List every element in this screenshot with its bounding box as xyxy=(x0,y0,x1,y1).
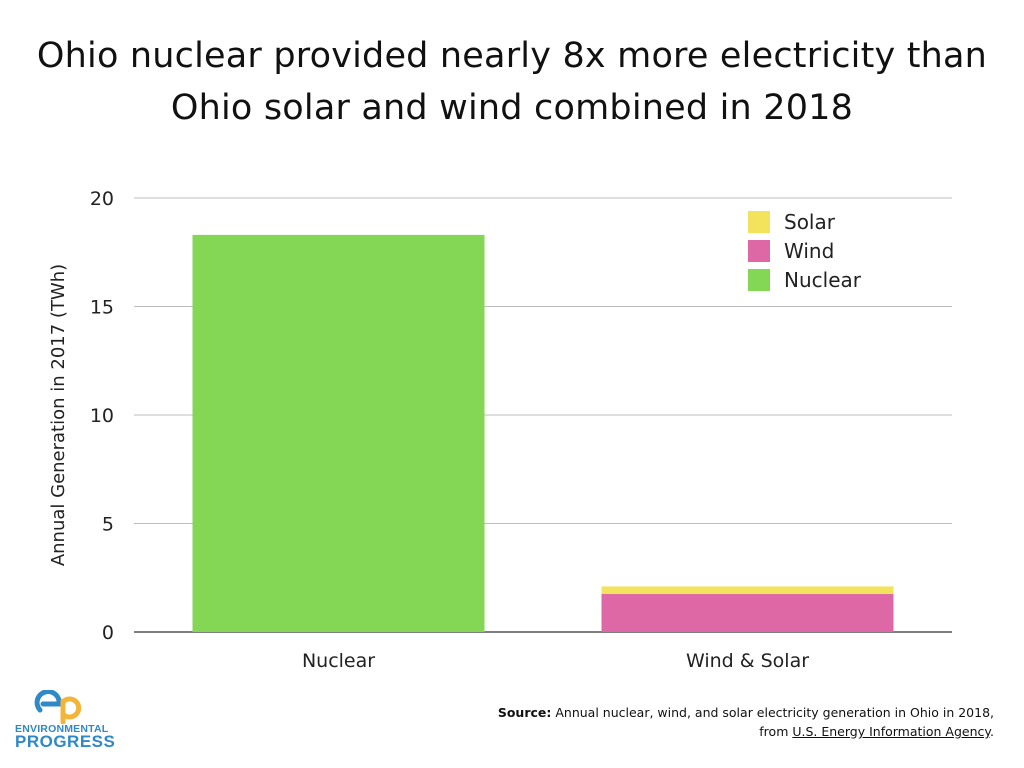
ep-logo-icon xyxy=(34,690,82,724)
bar-wind-1 xyxy=(601,594,894,632)
legend-swatch-solar xyxy=(748,211,770,233)
y-tick-label-15: 15 xyxy=(90,297,114,319)
logo-word-environmental: ENVIRONMENTAL xyxy=(15,723,109,735)
y-tick-label-10: 10 xyxy=(90,405,114,427)
environmental-progress-logo: ENVIRONMENTAL PROGRESS xyxy=(15,690,116,752)
legend-label-wind: Wind xyxy=(784,239,834,263)
source-link[interactable]: U.S. Energy Information Agency xyxy=(792,724,991,739)
source-prefix: from xyxy=(759,724,789,739)
chart-title-line-2: Ohio solar and wind combined in 2018 xyxy=(170,88,854,128)
bar-solar-1 xyxy=(601,586,894,595)
bars xyxy=(192,234,894,632)
legend-swatch-nuclear xyxy=(748,269,770,291)
legend: Solar Wind Nuclear xyxy=(748,210,862,292)
x-tick-labels: Nuclear Wind & Solar xyxy=(302,650,809,672)
x-tick-label-0: Nuclear xyxy=(302,650,375,672)
y-tick-label-20: 20 xyxy=(90,188,114,210)
x-tick-label-1: Wind & Solar xyxy=(686,650,809,672)
legend-label-solar: Solar xyxy=(784,210,836,234)
source-text: Annual nuclear, wind, and solar electric… xyxy=(555,705,994,720)
y-axis-label: Annual Generation in 2017 (TWh) xyxy=(48,264,69,566)
bar-nuclear-0 xyxy=(192,234,485,632)
legend-swatch-wind xyxy=(748,240,770,262)
chart-title: Ohio nuclear provided nearly 8x more ele… xyxy=(0,30,1024,134)
logo-word-progress: PROGRESS xyxy=(15,732,116,751)
y-tick-labels: 0 5 10 15 20 xyxy=(90,188,114,644)
source-note: Source: Annual nuclear, wind, and solar … xyxy=(498,703,994,741)
source-label: Source: xyxy=(497,705,552,720)
source-suffix: . xyxy=(990,724,994,739)
legend-label-nuclear: Nuclear xyxy=(784,268,862,292)
y-tick-label-5: 5 xyxy=(102,514,114,536)
y-tick-label-0: 0 xyxy=(102,622,114,644)
chart-title-line-1: Ohio nuclear provided nearly 8x more ele… xyxy=(36,36,988,76)
